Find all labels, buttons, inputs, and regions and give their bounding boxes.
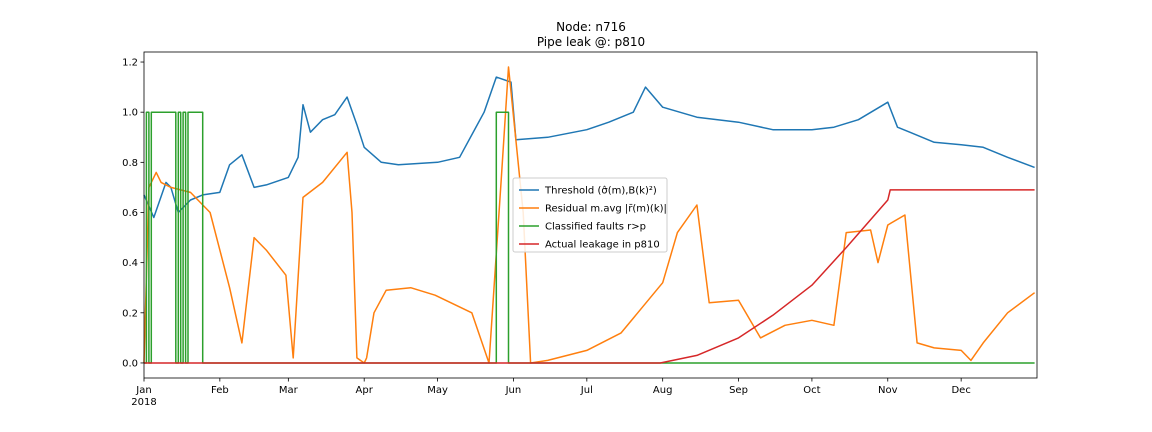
legend-box	[512, 177, 668, 253]
y-axis: 0.0 0.2 0.4 0.6 0.8 1.0 1.2	[122, 58, 144, 369]
series-line-4	[144, 189, 1035, 364]
y-tick-label: 0.8	[122, 158, 138, 169]
legend: Threshold (σ̂(m),B(k)²) Residual m.avg |r…	[512, 177, 668, 253]
x-axis: Jan Feb Mar Apr May Jun Jul Aug Sep Oct Nov Dec	[135, 378, 971, 396]
plot-area	[143, 66, 1036, 364]
x-tick-label: May	[427, 385, 448, 396]
x-tick-label: Jan	[135, 385, 151, 396]
x-tick-label: Feb	[211, 385, 229, 396]
series-line-2	[143, 66, 1036, 364]
legend-label: Threshold (σ̂(m),B(k)²)	[544, 185, 657, 197]
legend-label: Residual m.avg |r̄(m)(k)|	[545, 204, 667, 215]
x-tick-label: Oct	[803, 385, 820, 396]
y-tick-label: 0.0	[122, 358, 138, 369]
x-year-label: 2018	[131, 397, 156, 408]
plot-frame	[143, 51, 1038, 379]
x-tick-label: Dec	[951, 385, 970, 396]
y-tick-label: 0.6	[122, 208, 138, 219]
chart-title: Node: n716	[556, 20, 626, 34]
x-tick-label: Nov	[878, 385, 898, 396]
chart-subtitle: Pipe leak @: p810	[537, 35, 645, 49]
y-tick-label: 0.4	[122, 258, 138, 269]
legend-label: Actual leakage in p810	[545, 240, 660, 251]
series-line-1	[143, 76, 1035, 219]
x-tick-label: Apr	[356, 385, 374, 396]
y-tick-label: 1.0	[122, 108, 138, 119]
x-tick-label: Sep	[729, 385, 748, 396]
x-tick-label: Jun	[505, 385, 522, 396]
x-tick-label: Mar	[279, 385, 299, 396]
y-tick-label: 1.2	[122, 58, 138, 69]
y-tick-label: 0.2	[122, 308, 138, 319]
legend-label: Classified faults r>p	[545, 222, 646, 233]
x-tick-label: Jul	[580, 385, 593, 396]
x-tick-label: Aug	[653, 385, 673, 396]
